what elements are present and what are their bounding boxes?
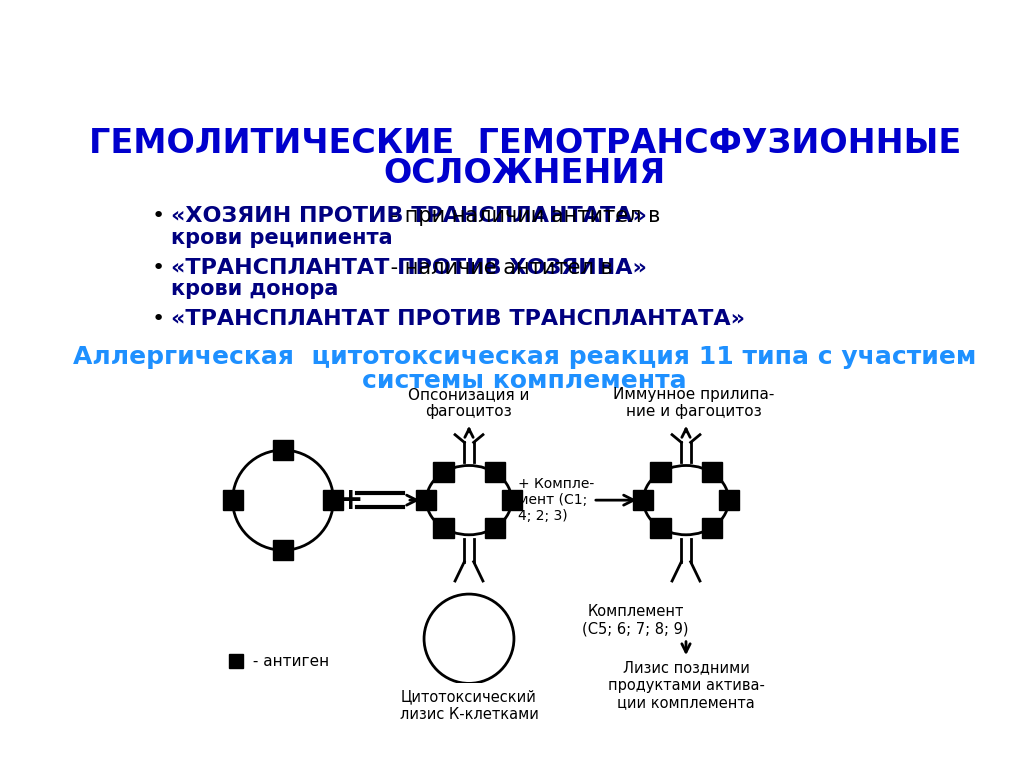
- Bar: [650, 463, 671, 482]
- Text: Аллергическая  цитотоксическая реакция 11 типа с участием: Аллергическая цитотоксическая реакция 11…: [73, 344, 977, 369]
- Text: Опсонизация и
фагоцитоз: Опсонизация и фагоцитоз: [409, 387, 529, 420]
- Text: ОСЛОЖНЕНИЯ: ОСЛОЖНЕНИЯ: [384, 157, 666, 190]
- Text: •: •: [152, 206, 165, 226]
- Text: - наличие антител в: - наличие антител в: [384, 258, 613, 278]
- Bar: [417, 490, 436, 510]
- Bar: [701, 463, 722, 482]
- Bar: [484, 463, 505, 482]
- Text: «ТРАНСПЛАНТАТ ПРОТИВ ХОЗЯИНА»: «ТРАНСПЛАНТАТ ПРОТИВ ХОЗЯИНА»: [171, 258, 646, 278]
- Text: + Компле-
мент (С1;
4; 2; 3): + Компле- мент (С1; 4; 2; 3): [518, 477, 594, 523]
- Text: Цитотоксический
лизис К-клетками: Цитотоксический лизис К-клетками: [399, 690, 539, 722]
- Text: системы комплемента: системы комплемента: [362, 369, 687, 393]
- Bar: [273, 440, 293, 460]
- Text: - антиген: - антиген: [248, 653, 330, 669]
- Bar: [633, 490, 653, 510]
- Text: Лизис поздними
продуктами актива-
ции комплемента: Лизис поздними продуктами актива- ции ко…: [607, 660, 765, 710]
- Text: крови донора: крови донора: [171, 279, 338, 299]
- Text: крови реципиента: крови реципиента: [171, 228, 392, 248]
- Bar: [719, 490, 738, 510]
- Text: - при наличии антител в: - при наличии антител в: [384, 206, 660, 226]
- Bar: [324, 490, 343, 510]
- Text: Комплемент
(С5; 6; 7; 8; 9): Комплемент (С5; 6; 7; 8; 9): [583, 604, 689, 637]
- Text: •: •: [152, 258, 165, 278]
- Text: «ХОЗЯИН ПРОТИВ ТРАНСПЛАНТАТА»: «ХОЗЯИН ПРОТИВ ТРАНСПЛАНТАТА»: [171, 206, 646, 226]
- Bar: [701, 518, 722, 538]
- Bar: [650, 518, 671, 538]
- Bar: [433, 463, 454, 482]
- Text: •: •: [152, 309, 165, 329]
- Text: Иммунное прилипа-
ние и фагоцитоз: Иммунное прилипа- ние и фагоцитоз: [613, 387, 774, 420]
- Bar: [222, 490, 243, 510]
- Bar: [433, 518, 454, 538]
- Bar: [228, 654, 243, 668]
- Bar: [273, 540, 293, 560]
- Text: ГЕМОЛИТИЧЕСКИЕ  ГЕМОТРАНСФУЗИОННЫЕ: ГЕМОЛИТИЧЕСКИЕ ГЕМОТРАНСФУЗИОННЫЕ: [89, 127, 961, 160]
- Text: «ТРАНСПЛАНТАТ ПРОТИВ ТРАНСПЛАНТАТА»: «ТРАНСПЛАНТАТ ПРОТИВ ТРАНСПЛАНТАТА»: [171, 309, 744, 329]
- Bar: [502, 490, 521, 510]
- Bar: [484, 518, 505, 538]
- Text: +: +: [338, 486, 364, 515]
